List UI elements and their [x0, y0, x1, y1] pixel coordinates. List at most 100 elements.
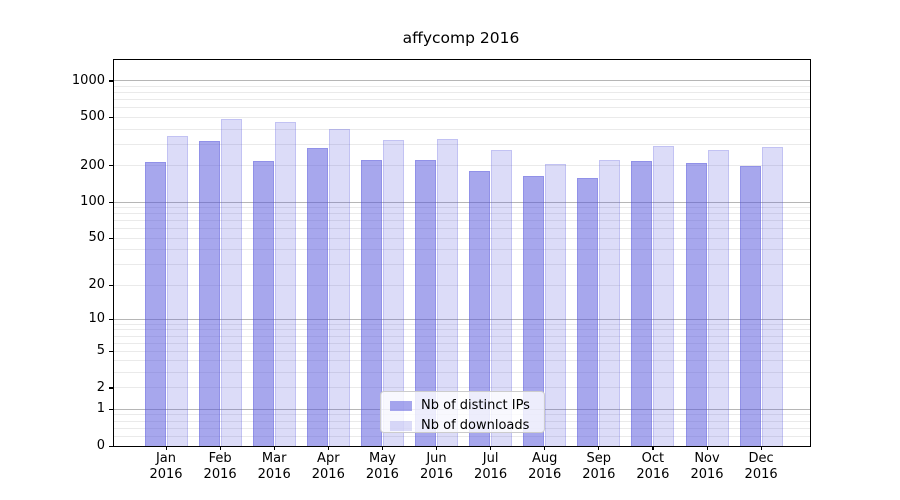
- bar-downloads-feb: [220, 118, 242, 446]
- y-axis-tick-label: 1: [96, 401, 105, 417]
- y-axis-tick-label: 100: [80, 194, 105, 210]
- bar-distinct-ips-feb: [198, 141, 220, 446]
- y-axis-tick-label: 50: [88, 230, 105, 246]
- bar-downloads-nov: [707, 149, 729, 446]
- gridline: [114, 360, 810, 362]
- bar-distinct-ips-nov: [685, 162, 707, 446]
- bar-distinct-ips-mar: [252, 160, 274, 446]
- bar-distinct-ips-oct: [631, 160, 653, 446]
- gridline: [114, 201, 810, 203]
- gridline: [114, 80, 810, 82]
- gridline: [114, 213, 810, 215]
- gridline: [114, 335, 810, 337]
- x-axis-tick: [490, 446, 492, 450]
- legend-swatch-downloads: [390, 420, 412, 431]
- gridline: [114, 128, 810, 130]
- x-axis-tick: [327, 446, 329, 450]
- gridline: [114, 323, 810, 325]
- bar-downloads-may: [382, 140, 404, 446]
- bar-distinct-ips-may: [360, 160, 382, 446]
- bar-downloads-jul: [491, 149, 513, 446]
- gridline: [114, 237, 810, 239]
- gridline: [114, 228, 810, 230]
- gridline: [114, 318, 810, 320]
- gridline: [114, 107, 810, 109]
- bar-distinct-ips-aug: [523, 175, 545, 446]
- x-axis-tick-label: Oct 2016: [636, 451, 670, 482]
- x-axis-tick: [165, 446, 167, 450]
- gridline: [114, 85, 810, 87]
- x-axis-tick: [436, 446, 438, 450]
- bar-distinct-ips-sep: [577, 178, 599, 446]
- y-axis-tick-label: 500: [80, 109, 105, 125]
- x-axis-tick: [273, 446, 275, 450]
- x-axis-tick: [219, 446, 221, 450]
- gridline: [114, 165, 810, 167]
- x-axis-tick-label: Jun 2016: [419, 451, 454, 482]
- y-axis-tick-label: 2: [96, 379, 105, 395]
- bar-distinct-ips-jun: [415, 159, 436, 446]
- x-axis-tick-label: Nov 2016: [690, 451, 724, 482]
- gridline: [114, 92, 810, 94]
- bar-downloads-mar: [274, 122, 296, 446]
- y-axis-tick: [109, 201, 113, 203]
- legend-label-downloads: Nb of downloads: [421, 418, 530, 433]
- y-axis-tick: [109, 284, 113, 286]
- legend-item-distinct-ips: Nb of distinct IPs: [390, 398, 535, 413]
- y-axis-tick-label: 20: [88, 277, 105, 293]
- legend-item-downloads: Nb of downloads: [390, 418, 535, 433]
- gridline: [114, 264, 810, 265]
- bar-distinct-ips-dec: [739, 166, 761, 446]
- y-axis-tick: [109, 387, 113, 389]
- bar-downloads-dec: [761, 146, 783, 446]
- y-axis-tick: [109, 80, 113, 82]
- y-axis-tick: [109, 237, 113, 239]
- legend-swatch-distinct-ips: [390, 400, 412, 411]
- gridline: [114, 207, 810, 209]
- gridline: [114, 329, 810, 331]
- gridline: [114, 387, 810, 389]
- x-axis-tick: [652, 446, 654, 450]
- y-axis-tick-label: 200: [80, 157, 105, 173]
- x-axis-tick-label: Jul 2016: [474, 451, 508, 482]
- bar-downloads-sep: [599, 160, 621, 446]
- x-axis-tick-label: Dec 2016: [744, 451, 778, 482]
- gridline: [114, 284, 810, 286]
- gridline: [114, 350, 810, 352]
- bar-downloads-apr: [328, 129, 350, 446]
- x-axis-tick-label: Mar 2016: [257, 451, 291, 482]
- chart-title: affycomp 2016: [402, 29, 520, 47]
- x-axis-tick: [381, 446, 384, 450]
- legend-label-distinct-ips: Nb of distinct IPs: [421, 398, 530, 413]
- gridline: [114, 116, 810, 118]
- y-axis-tick-label: 0: [96, 438, 105, 453]
- bar-distinct-ips-apr: [306, 148, 328, 446]
- x-axis-tick-label: Jan 2016: [149, 451, 183, 482]
- bar-downloads-jan: [166, 135, 188, 446]
- y-axis-tick-label: 5: [96, 343, 105, 359]
- gridline: [114, 249, 810, 251]
- x-axis-tick-label: Feb 2016: [203, 451, 237, 482]
- gridline: [114, 99, 810, 101]
- gridline: [114, 342, 810, 344]
- x-axis-tick: [598, 446, 600, 450]
- bar-downloads-aug: [545, 164, 567, 446]
- x-axis-tick: [544, 446, 546, 450]
- x-axis-tick: [706, 446, 708, 450]
- y-axis-tick: [109, 408, 113, 411]
- x-axis-tick-label: May 2016: [365, 451, 399, 482]
- y-axis-tick: [109, 116, 113, 119]
- y-axis-tick-label: 10: [88, 311, 105, 327]
- y-axis-tick: [109, 318, 113, 320]
- y-axis-tick: [109, 350, 113, 352]
- legend: Nb of distinct IPs Nb of downloads: [380, 391, 545, 433]
- y-axis-tick: [109, 445, 113, 447]
- plot-area: [113, 59, 811, 447]
- bar-downloads-jun: [437, 139, 458, 446]
- gridline: [114, 372, 810, 374]
- x-axis-tick-label: Apr 2016: [311, 451, 345, 482]
- bar-downloads-oct: [653, 145, 675, 446]
- y-axis-tick: [109, 165, 113, 167]
- x-axis-tick: [760, 446, 762, 450]
